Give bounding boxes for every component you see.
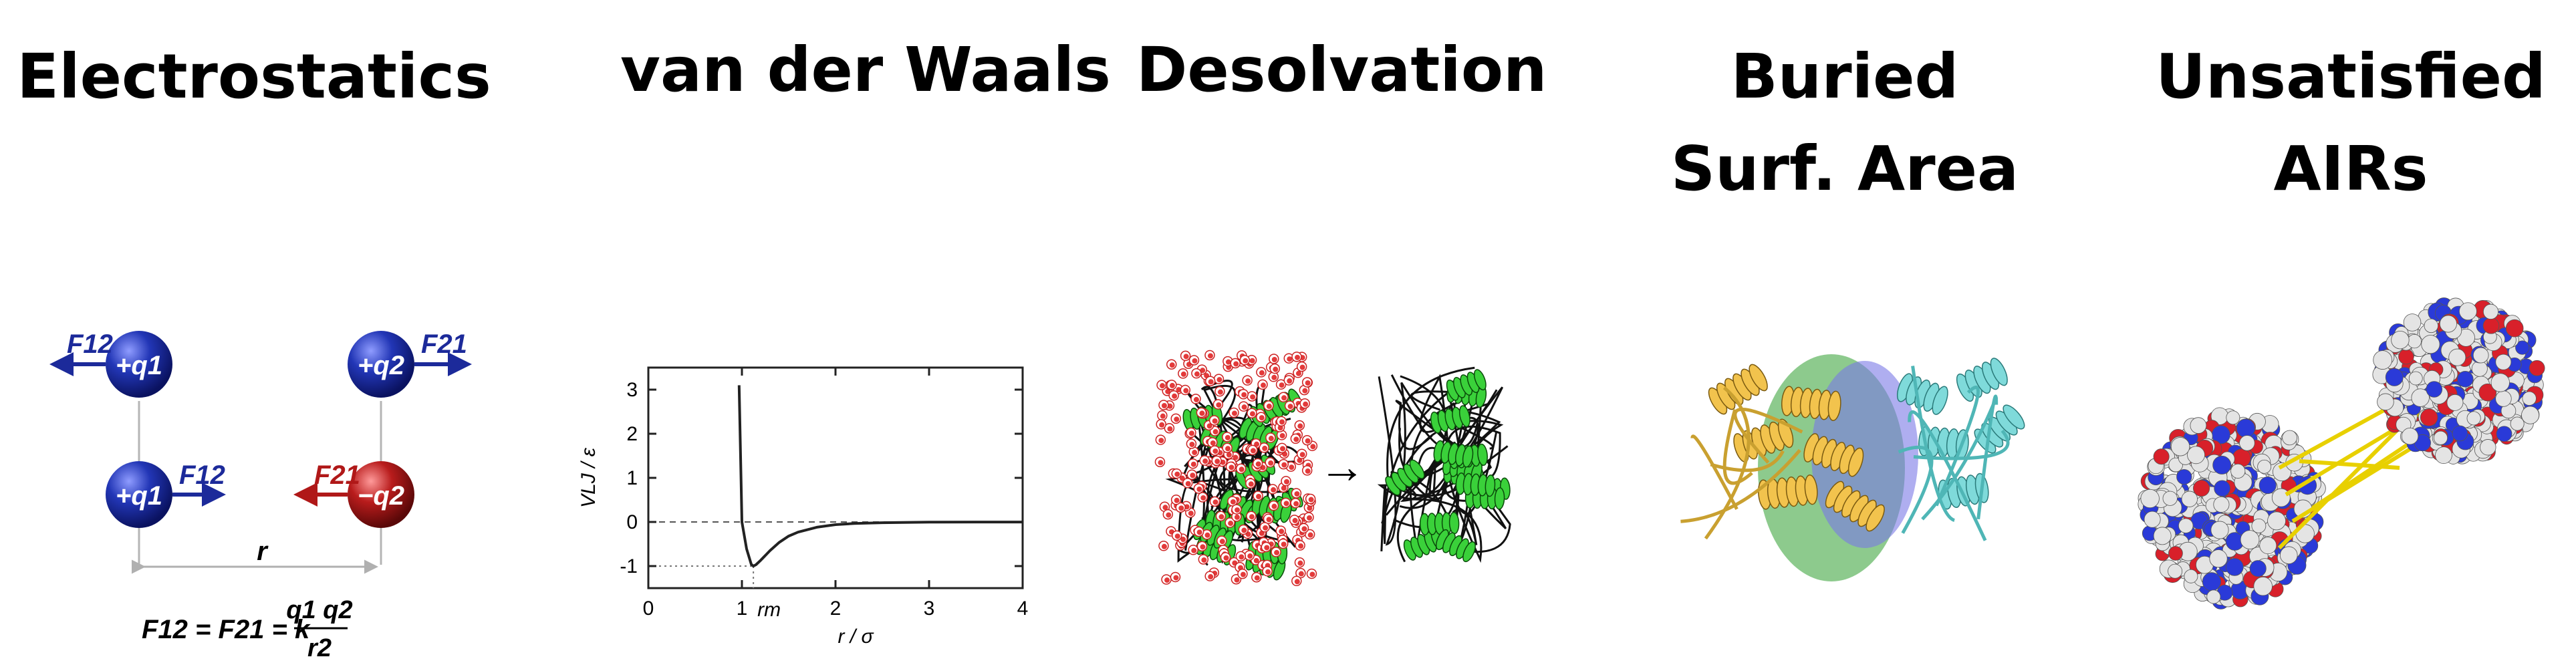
y-tick-label: -1 <box>620 555 638 577</box>
x-axis-label: r / σ <box>838 626 874 648</box>
distance-label: r <box>257 537 269 566</box>
title-electrostatics: Electrostatics <box>17 41 491 112</box>
coil-protein-b <box>1913 429 2010 460</box>
charge-sphere-q1-bottom <box>106 461 172 528</box>
x-tick-label: 2 <box>830 597 842 620</box>
helix <box>1430 405 1470 434</box>
svg-text:F12: F12 <box>67 329 113 359</box>
y-tick-label: 1 <box>626 467 638 489</box>
helix <box>1435 529 1476 563</box>
helix-protein-a <box>1708 364 1768 415</box>
solvated-protein <box>1154 350 1318 587</box>
title-buried-surface-area: Buried Surf. Area <box>1670 41 2019 205</box>
coil-protein-b <box>1911 366 1956 522</box>
coulomb-formula: F12 = F21 = k q1 q2 r2 <box>142 596 353 662</box>
helix-protein-b <box>1974 404 2025 454</box>
helix-protein-a <box>1758 475 1818 510</box>
airs-illustration <box>2138 297 2545 610</box>
title-van-der-waals: van der Waals <box>620 34 1111 106</box>
charge-sphere-q2-top <box>348 331 414 398</box>
y-tick-label: 3 <box>626 379 638 401</box>
svg-text:F21: F21 <box>421 329 467 359</box>
buried-surface-illustration <box>1680 354 2025 581</box>
x-tick-label: 3 <box>924 597 935 620</box>
x-tick-label: 0 <box>643 597 654 620</box>
plot-frame <box>647 366 1024 589</box>
panel-electrostatics: Electrostatics +q1 F12 <box>0 0 508 668</box>
lj-potential-curve <box>737 385 1023 567</box>
desolvation-illustration: → <box>1154 350 1511 587</box>
coil-protein-a <box>1733 408 1803 464</box>
helix-protein-b <box>1896 373 1948 415</box>
svg-text:+q2: +q2 <box>358 351 404 380</box>
coil-segment <box>1390 374 1505 502</box>
coil-protein-a <box>1690 434 1738 510</box>
svg-text:+q1: +q1 <box>116 481 162 511</box>
charge-sphere-q1-top <box>106 331 172 398</box>
protein-b-spacefill <box>2372 297 2545 464</box>
helix-protein-a <box>1825 481 1885 532</box>
coil-protein-a <box>1680 448 1801 523</box>
desolvation-arrow: → <box>1319 440 1366 493</box>
coil-segment <box>1400 375 1509 503</box>
coil-protein-a <box>1722 409 1753 485</box>
coil-protein-a <box>1710 450 1785 473</box>
panel-buried-surface-area: Buried Surf. Area <box>1618 0 2072 668</box>
chart-axes <box>647 366 1024 589</box>
x-tick-label: 4 <box>1017 597 1029 620</box>
charge-sphere-q2-negative <box>348 461 414 528</box>
electrostatics-diagram: +q1 F12 +q2 F21 +q1 F12 −q2 F21 r F12 = … <box>49 329 472 662</box>
svg-text:r2: r2 <box>307 634 332 662</box>
helix <box>1385 459 1425 496</box>
x-tick-label: 1 <box>737 597 748 620</box>
coil-protein-a <box>1704 386 1751 540</box>
svg-text:−q2: −q2 <box>358 481 404 511</box>
svg-text:q1 q2: q1 q2 <box>286 596 352 624</box>
y-tick-label: 2 <box>626 423 638 445</box>
coil-protein-b <box>1921 396 1999 521</box>
coil-protein-b <box>1976 394 1999 520</box>
desolvated-protein <box>1377 366 1511 563</box>
y-axis-label: VLJ / ε <box>577 447 600 508</box>
helix-protein-a <box>1781 386 1841 421</box>
coil-protein-b <box>1898 445 1934 534</box>
coil-segment <box>1184 384 1270 537</box>
coil-protein-b <box>1934 385 1980 507</box>
restraint-line <box>2299 459 2400 470</box>
coil-protein-b <box>1908 410 1987 541</box>
svg-text:F21: F21 <box>314 460 360 490</box>
title-unsatisfied-airs: Unsatisfied AIRs <box>2156 41 2546 205</box>
svg-text:F12 = F21 = k: F12 = F21 = k <box>142 615 311 644</box>
svg-text:+q1: +q1 <box>116 351 162 380</box>
rm-annotation: rm <box>757 599 781 621</box>
helix <box>1419 511 1460 536</box>
panel-unsatisfied-airs: Unsatisfied AIRs <box>2126 0 2576 668</box>
helix <box>1446 369 1487 401</box>
panel-van-der-waals: van der Waals 0 1 2 3 4 -1 0 1 2 3 r / σ VLJ / ε … <box>521 0 1210 668</box>
panel-desolvation: Desolvation → <box>1136 0 1547 668</box>
svg-text:F12: F12 <box>179 460 225 490</box>
y-tick-label: 0 <box>626 511 638 533</box>
helix-protein-b <box>1956 358 2008 402</box>
helix-protein-a <box>1803 433 1864 477</box>
helix <box>1455 473 1496 497</box>
title-desolvation: Desolvation <box>1136 34 1547 106</box>
protein-a-spacefill <box>2138 407 2326 610</box>
helix <box>1433 440 1474 468</box>
